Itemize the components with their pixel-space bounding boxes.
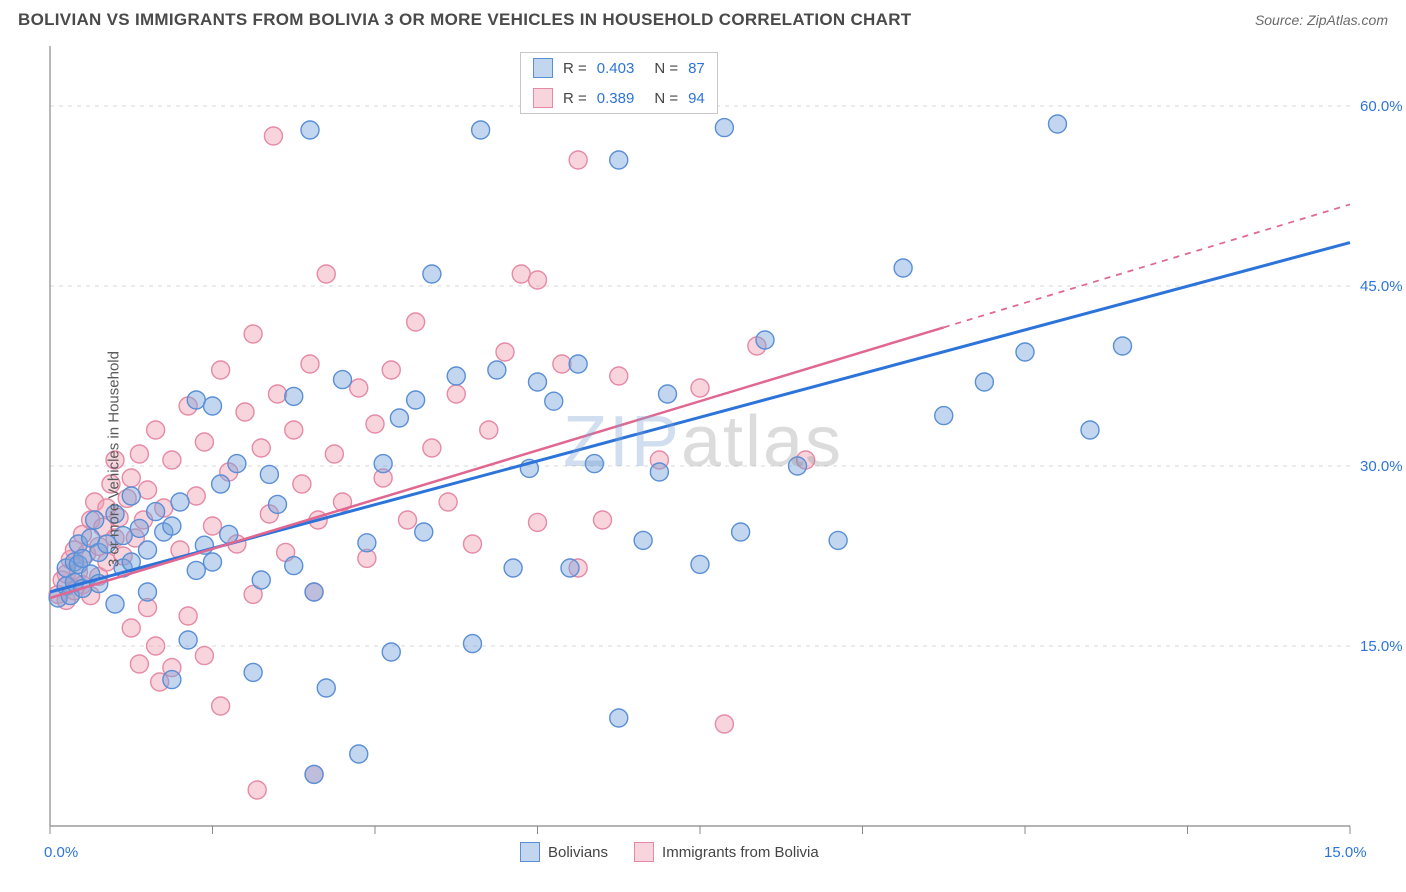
stat-r-value: 0.403 bbox=[597, 60, 635, 77]
x-axis-label-left: 0.0% bbox=[44, 844, 78, 861]
y-axis-title: 3 or more Vehicles in Household bbox=[105, 351, 122, 567]
svg-text:15.0%: 15.0% bbox=[1360, 638, 1403, 655]
legend-swatch bbox=[520, 842, 540, 862]
svg-text:60.0%: 60.0% bbox=[1360, 98, 1403, 115]
stat-n-value: 87 bbox=[688, 60, 705, 77]
legend-swatch bbox=[634, 842, 654, 862]
legend-label: Bolivians bbox=[548, 844, 608, 861]
stat-r-label: R = bbox=[563, 60, 587, 77]
stat-r-value: 0.389 bbox=[597, 90, 635, 107]
stat-n-label: N = bbox=[654, 60, 678, 77]
legend-item: Immigrants from Bolivia bbox=[634, 842, 819, 862]
legend-item: Bolivians bbox=[520, 842, 608, 862]
scatter-svg: 15.0% 30.0% 45.0% 60.0% bbox=[0, 36, 1406, 882]
legend-label: Immigrants from Bolivia bbox=[662, 844, 819, 861]
stat-row: R = 0.403 N = 87 bbox=[521, 53, 717, 83]
stat-n-label: N = bbox=[654, 90, 678, 107]
stat-r-label: R = bbox=[563, 90, 587, 107]
x-axis-label-right: 15.0% bbox=[1324, 844, 1367, 861]
correlation-stat-box: R = 0.403 N = 87R = 0.389 N = 94 bbox=[520, 52, 718, 114]
svg-text:45.0%: 45.0% bbox=[1360, 278, 1403, 295]
stat-n-value: 94 bbox=[688, 90, 705, 107]
stat-row: R = 0.389 N = 94 bbox=[521, 83, 717, 113]
chart-source: Source: ZipAtlas.com bbox=[1255, 12, 1388, 28]
legend-swatch bbox=[533, 88, 553, 108]
legend-swatch bbox=[533, 58, 553, 78]
chart-title: BOLIVIAN VS IMMIGRANTS FROM BOLIVIA 3 OR… bbox=[18, 10, 911, 30]
svg-text:30.0%: 30.0% bbox=[1360, 458, 1403, 475]
plot-area: 3 or more Vehicles in Household 15.0% 30.… bbox=[0, 36, 1406, 882]
chart-header: BOLIVIAN VS IMMIGRANTS FROM BOLIVIA 3 OR… bbox=[0, 0, 1406, 36]
series-legend: Bolivians Immigrants from Bolivia bbox=[520, 842, 819, 862]
